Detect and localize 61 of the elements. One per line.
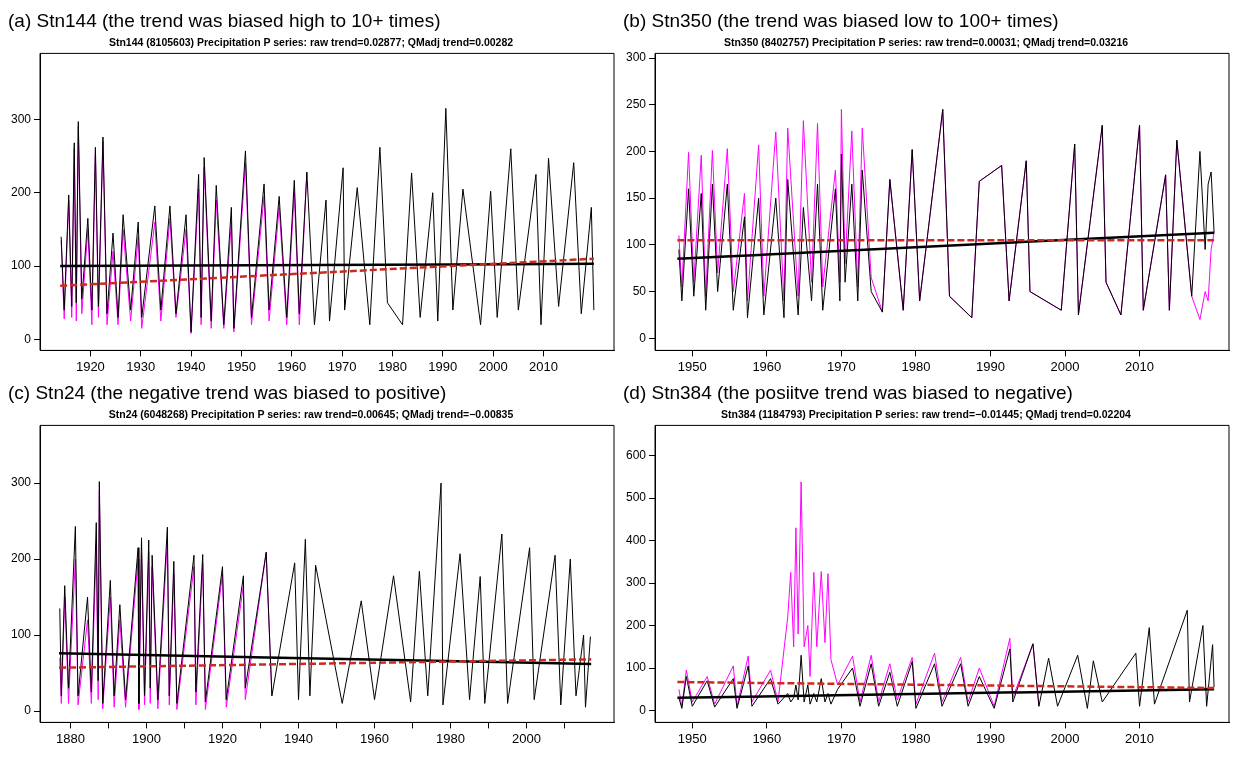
x-tick-label: 1940	[176, 358, 206, 374]
y-tick-label: 0	[639, 330, 647, 345]
y-tick-label: 250	[625, 97, 647, 112]
x-tick-label: 1980	[378, 358, 407, 374]
x-tick-label: 2010	[1125, 730, 1155, 746]
chart-title: (d) Stn384 (the posiitve trend was biased to negative)	[623, 381, 1073, 403]
x-tick-label: 1970	[826, 358, 856, 374]
y-tick-label: 0	[639, 702, 647, 717]
x-tick-label: 1950	[677, 730, 707, 746]
y-tick-label: 300	[10, 111, 32, 126]
y-tick-label: 200	[10, 551, 32, 566]
y-tick-label: 300	[625, 575, 647, 590]
chart-title: (b) Stn350 (the trend was biased low to 100+ times)	[623, 9, 1059, 31]
x-tick-label: 1880	[55, 730, 85, 746]
y-tick-label: 100	[10, 258, 32, 273]
y-tick-label: 50	[632, 283, 647, 298]
x-tick-label: 1960	[277, 358, 307, 374]
y-tick-label: 100	[625, 237, 647, 252]
chart-subtitle: Stn384 (1184793) Precipitation P series: raw trend=−0.01445; QMadj trend=0.02204	[721, 407, 1132, 420]
y-tick-label: 200	[10, 185, 32, 200]
y-tick-label: 0	[24, 331, 32, 346]
y-tick-label: 150	[625, 190, 647, 205]
x-tick-label: 2010	[1125, 358, 1155, 374]
x-tick-label: 1980	[901, 730, 931, 746]
y-tick-label: 500	[625, 490, 647, 505]
x-tick-label: 1980	[436, 730, 466, 746]
x-tick-label: 1920	[208, 730, 237, 746]
x-tick-label: 1960	[360, 730, 389, 746]
x-tick-label: 2000	[1050, 358, 1080, 374]
y-tick-label: 300	[10, 475, 32, 490]
x-tick-label: 2000	[478, 358, 508, 374]
y-tick-label: 400	[625, 532, 647, 547]
x-tick-label: 1990	[976, 730, 1005, 746]
x-tick-label: 1930	[126, 358, 156, 374]
y-tick-label: 200	[625, 143, 647, 158]
y-tick-label: 600	[625, 447, 647, 462]
x-tick-label: 1970	[327, 358, 357, 374]
x-tick-label: 1960	[752, 358, 782, 374]
chart-title: (a) Stn144 (the trend was biased high to 10+ times)	[8, 9, 441, 31]
x-tick-label: 1920	[75, 358, 105, 374]
x-tick-label: 2010	[529, 358, 558, 374]
x-tick-label: 1960	[752, 730, 782, 746]
y-tick-label: 0	[24, 703, 32, 718]
y-tick-label: 200	[625, 617, 647, 632]
chart-title: (c) Stn24 (the negative trend was biased to positive)	[8, 381, 447, 403]
x-tick-label: 2000	[1050, 730, 1080, 746]
y-tick-label: 100	[625, 660, 647, 675]
x-tick-label: 1950	[677, 358, 707, 374]
chart-subtitle: Stn24 (6048268) Precipitation P series: raw trend=0.00645; QMadj trend=−0.00835	[108, 407, 514, 420]
x-tick-label: 1980	[901, 358, 931, 374]
x-tick-label: 1940	[284, 730, 313, 746]
chart-subtitle: Stn144 (8105603) Precipitation P series: raw trend=0.02877; QMadj trend=0.00282	[108, 35, 514, 48]
y-tick-label: 300	[625, 50, 647, 65]
x-tick-label: 1990	[976, 358, 1005, 374]
x-tick-label: 1900	[131, 730, 161, 746]
x-tick-label: 1950	[226, 358, 256, 374]
x-tick-label: 1990	[428, 358, 458, 374]
chart-subtitle: Stn350 (8402757) Precipitation P series: raw trend=0.00031; QMadj trend=0.03216	[723, 35, 1129, 48]
y-tick-label: 100	[10, 627, 32, 642]
x-tick-label: 2000	[512, 730, 542, 746]
x-tick-label: 1970	[826, 730, 856, 746]
